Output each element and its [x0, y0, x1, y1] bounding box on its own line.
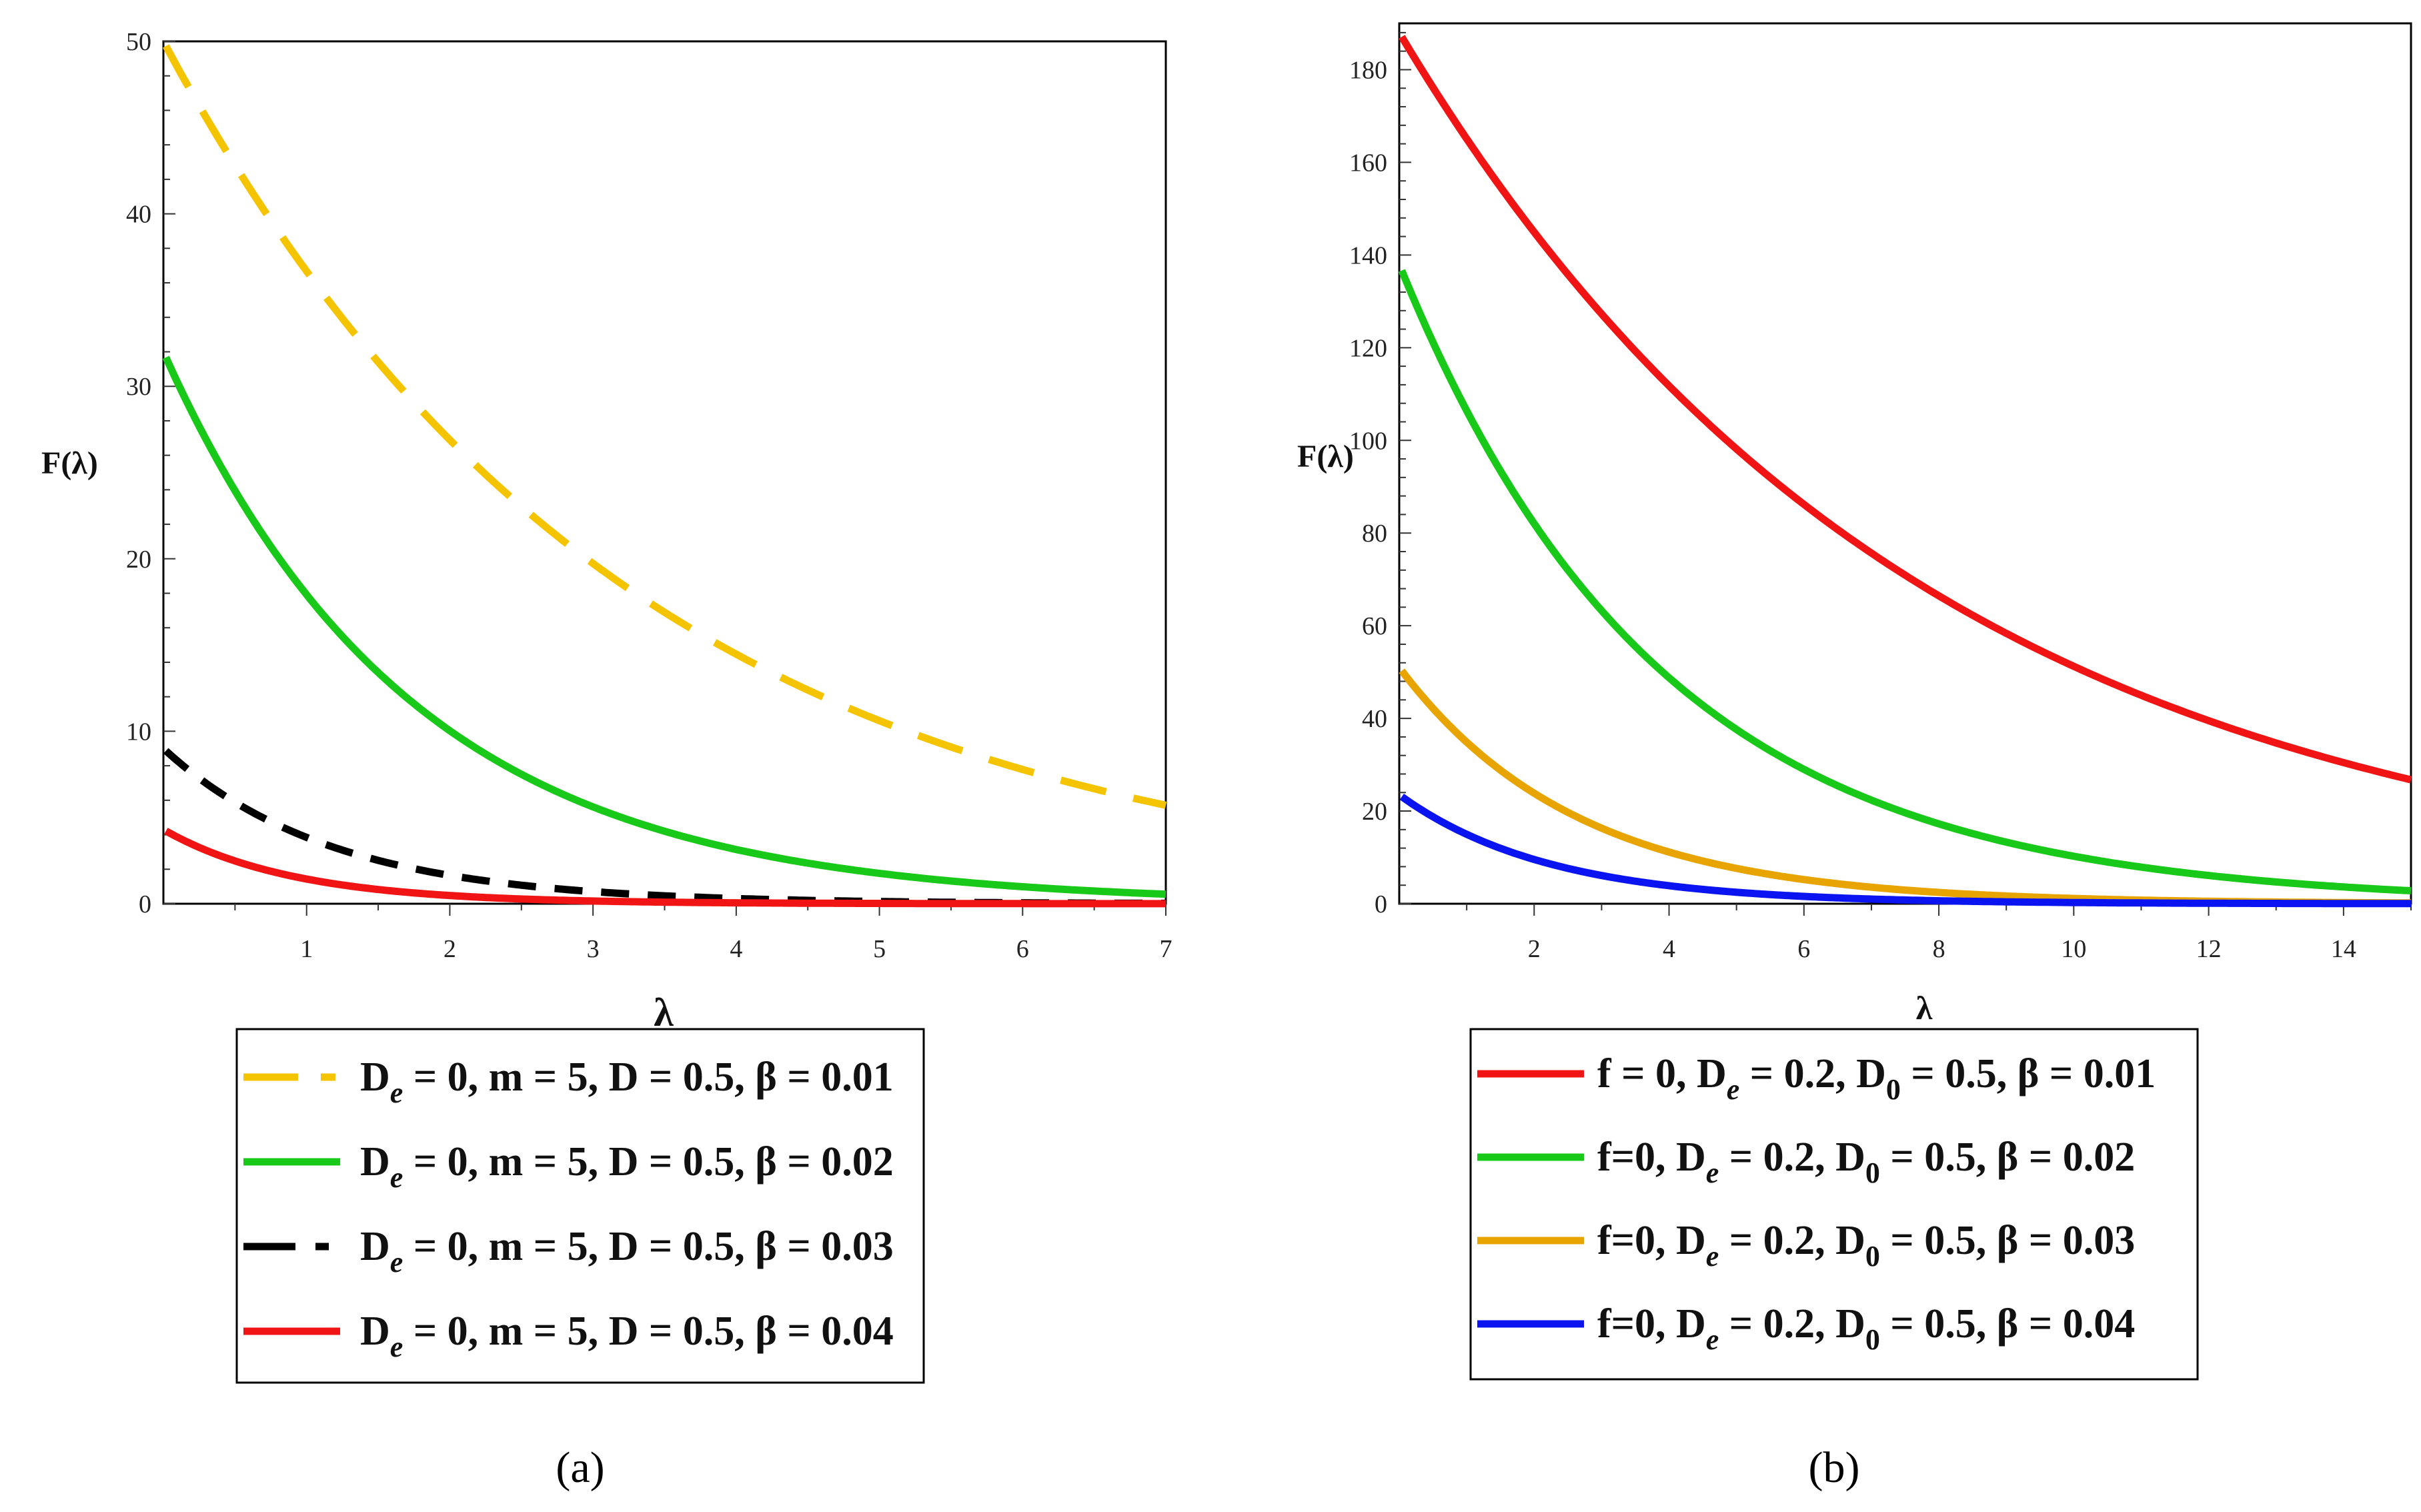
y-tick-label: 20 [1362, 798, 1387, 826]
y-tick-label: 50 [126, 28, 151, 56]
panel-label: (b) [1809, 1443, 1860, 1492]
y-tick-label: 10 [126, 718, 151, 746]
x-axis-label: λ [654, 990, 674, 1034]
x-tick-label: 4 [1663, 935, 1675, 963]
legend-label-2: De = 0, m = 5, D = 0.5, β = 0.02 [360, 1139, 894, 1194]
y-tick-label: 40 [126, 201, 151, 229]
legend-label-4: De = 0, m = 5, D = 0.5, β = 0.04 [360, 1309, 894, 1363]
legend-box [235, 1028, 925, 1384]
x-tick-label: 4 [730, 935, 742, 963]
series-line-2 [1398, 269, 2412, 895]
legend-label-3: f=0, De = 0.2, D0 = 0.5, β = 0.03 [1597, 1218, 2135, 1273]
series-line-2 [162, 355, 1166, 898]
y-tick-label: 30 [126, 373, 151, 401]
series-line-4 [164, 828, 1166, 908]
x-axis-label: λ [1916, 989, 1933, 1026]
series-line-1 [1399, 35, 2412, 784]
y-tick-label: 0 [139, 890, 151, 918]
x-tick-label: 8 [1933, 935, 1945, 963]
y-tick-label: 40 [1362, 705, 1387, 733]
legend-label-1: De = 0, m = 5, D = 0.5, β = 0.01 [360, 1054, 894, 1109]
y-tick-label: 140 [1349, 241, 1387, 269]
panel-label: (a) [556, 1443, 604, 1492]
x-tick-label: 3 [587, 935, 600, 963]
x-tick-label: 10 [2061, 935, 2086, 963]
legend-label-1: f = 0, De = 0.2, D0 = 0.5, β = 0.01 [1597, 1051, 2156, 1106]
legend: f = 0, De = 0.2, D0 = 0.5, β = 0.01 f=0, … [1469, 1028, 2199, 1381]
plot-frame [1398, 22, 2412, 905]
y-axis-label: F(λ) [1297, 439, 1354, 474]
legend-label-2: f=0, De = 0.2, D0 = 0.5, β = 0.02 [1597, 1135, 2135, 1189]
y-tick-label: 60 [1362, 612, 1387, 640]
y-tick-label: 80 [1362, 520, 1387, 548]
x-tick-label: 14 [2331, 935, 2356, 963]
y-tick-label: 100 [1349, 427, 1387, 455]
y-tick-label: 20 [126, 546, 151, 574]
legend: De = 0, m = 5, D = 0.5, β = 0.01 De = 0, … [235, 1028, 925, 1384]
y-tick-label: 0 [1375, 890, 1387, 918]
y-axis-label: F(λ) [41, 446, 98, 481]
x-tick-label: 5 [873, 935, 886, 963]
x-tick-label: 6 [1797, 935, 1810, 963]
x-tick-label: 12 [2196, 935, 2222, 963]
x-tick-label: 1 [300, 935, 313, 963]
series-line-4 [1399, 793, 2412, 908]
legend-box [1469, 1028, 2199, 1381]
legend-label-3: De = 0, m = 5, D = 0.5, β = 0.03 [360, 1224, 894, 1279]
y-tick-label: 120 [1349, 334, 1387, 362]
y-tick-label: 160 [1349, 149, 1387, 177]
x-tick-label: 2 [444, 935, 456, 963]
x-tick-label: 2 [1528, 935, 1541, 963]
plot-frame [162, 40, 1167, 905]
x-tick-label: 6 [1016, 935, 1029, 963]
y-tick-label: 180 [1349, 56, 1387, 84]
x-tick-label: 7 [1160, 935, 1172, 963]
legend-label-4: f=0, De = 0.2, D0 = 0.5, β = 0.04 [1597, 1301, 2135, 1356]
series-line-1 [162, 44, 1167, 809]
